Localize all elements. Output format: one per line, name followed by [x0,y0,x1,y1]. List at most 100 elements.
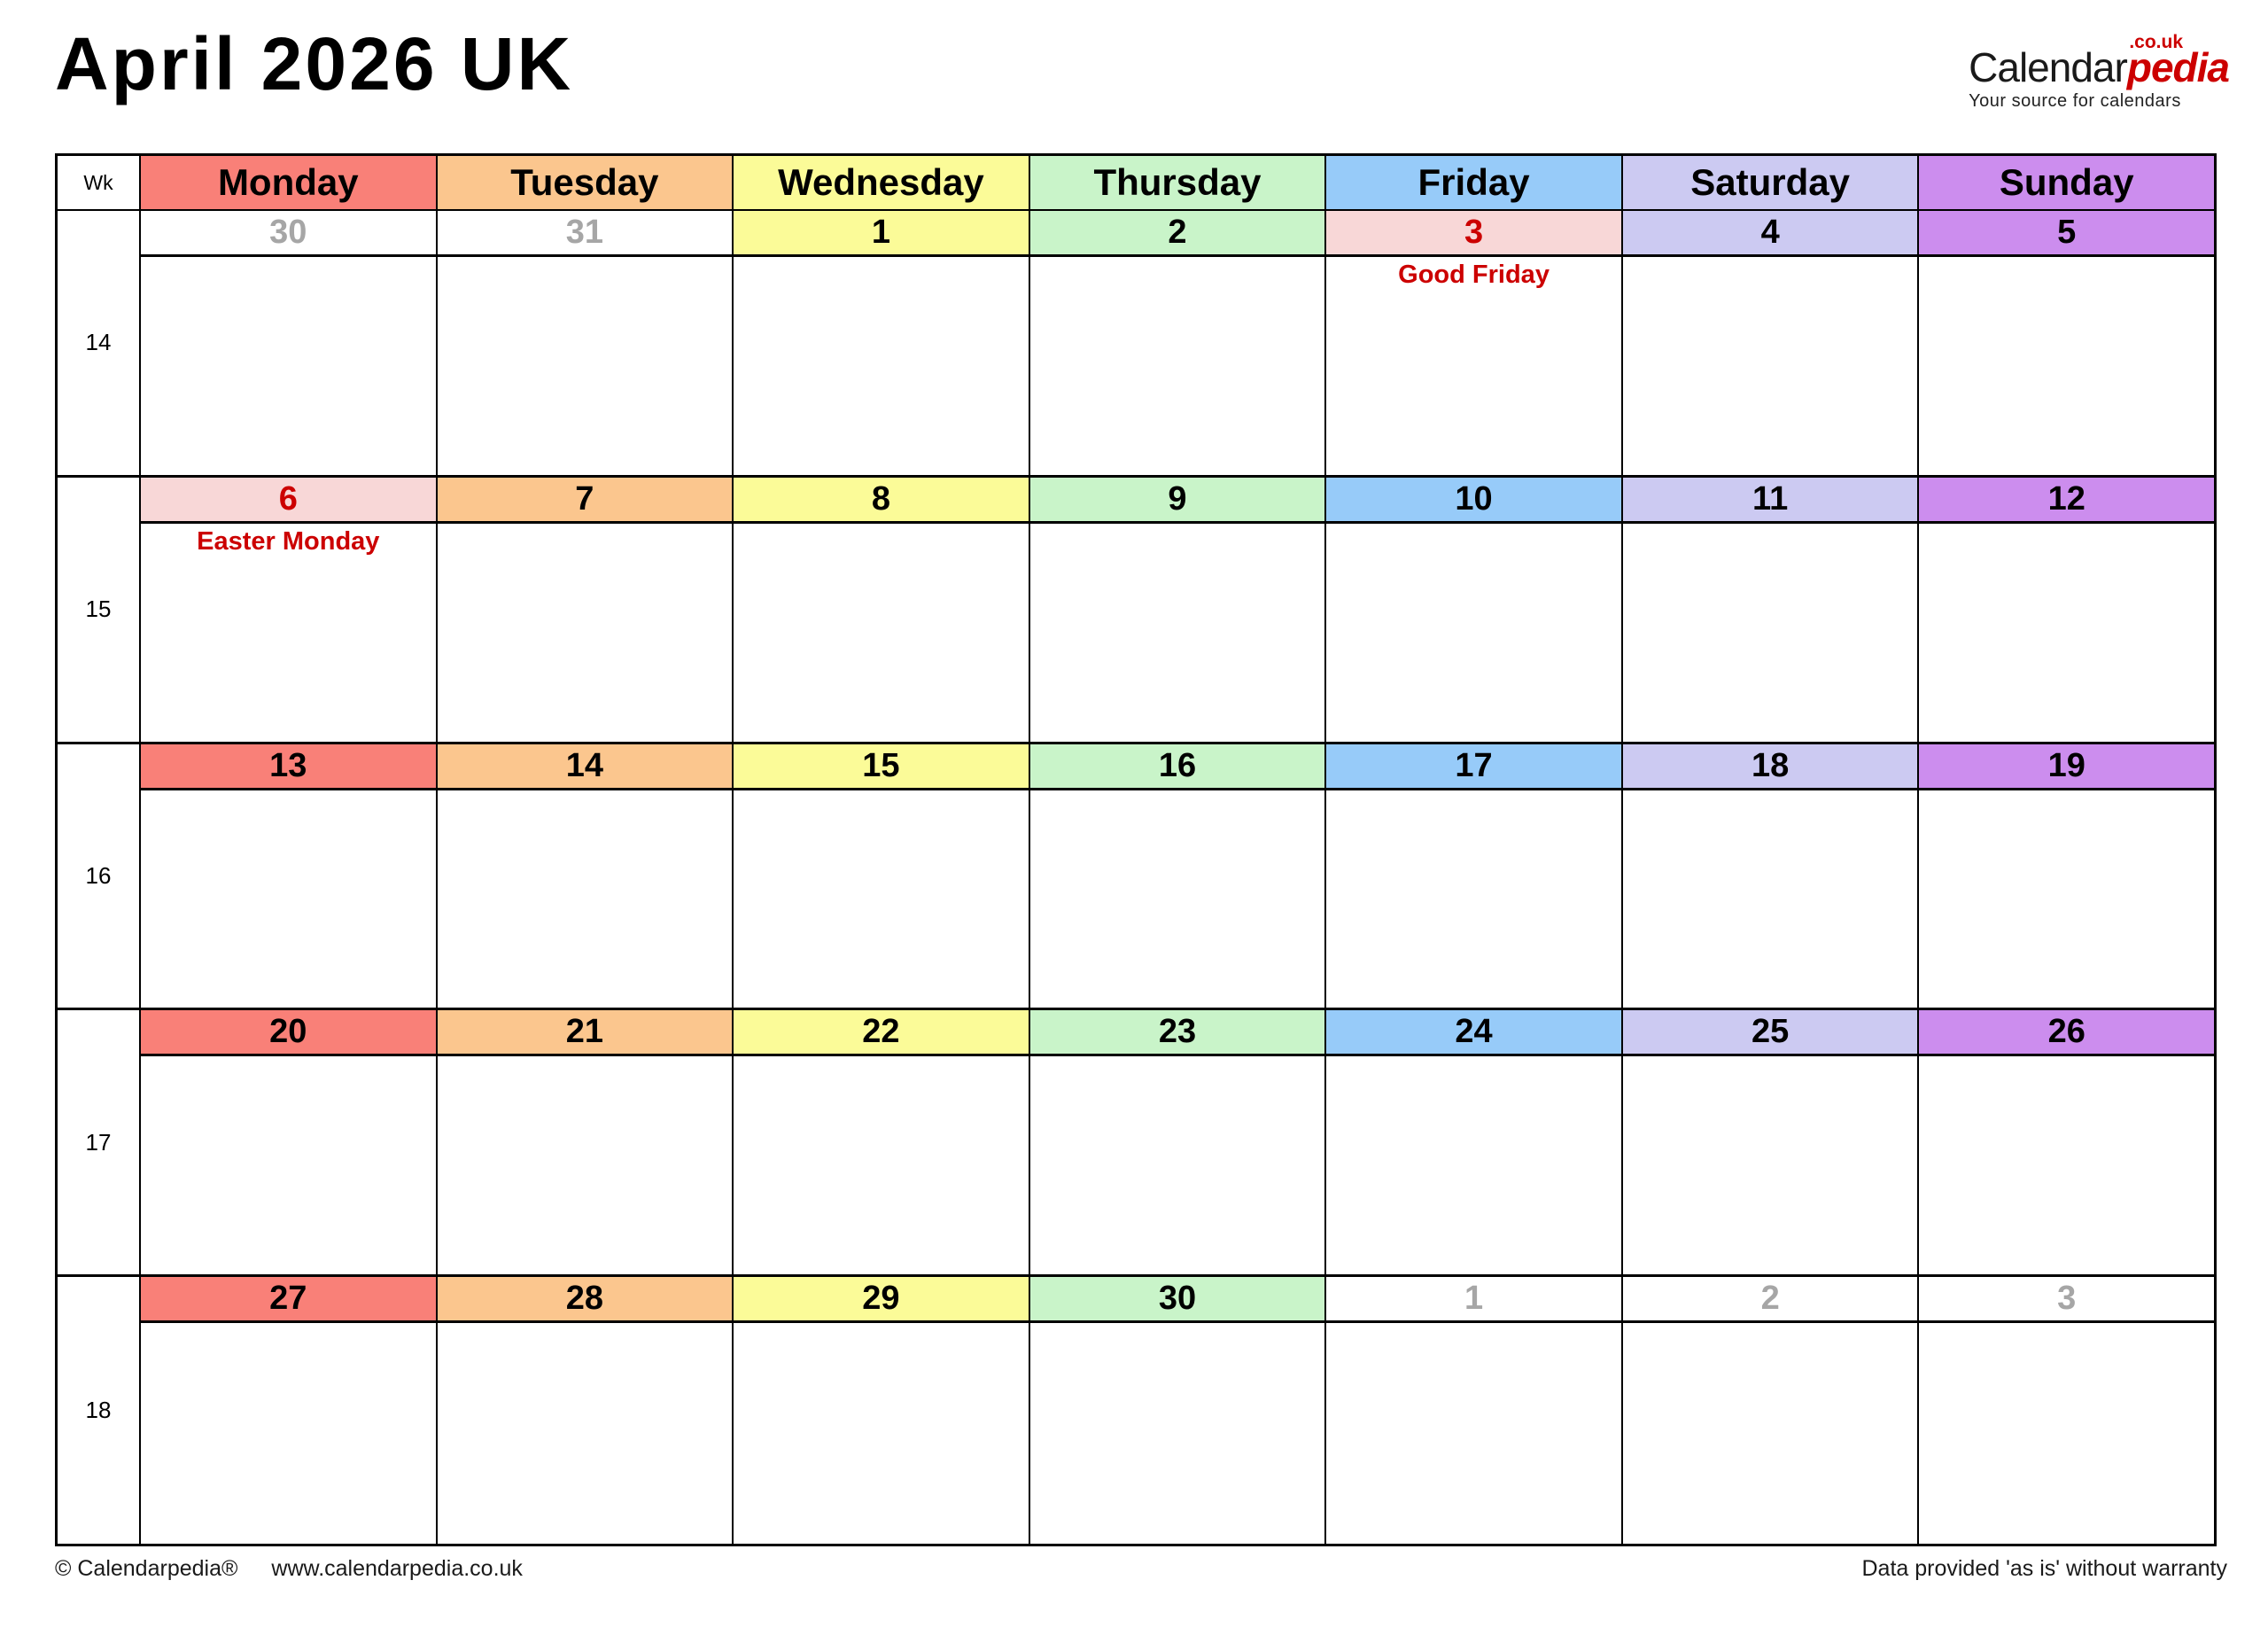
day-cell: 15 [732,743,1029,1011]
day-notes-area [734,524,1029,742]
date-number: 14 [437,743,733,790]
day-notes-area [1919,257,2214,475]
day-notes-area [734,1056,1029,1274]
day-notes-area [734,257,1029,475]
day-cell: 7 [435,477,733,744]
day-notes-area [141,1323,436,1544]
date-number: 4 [1622,211,1918,257]
day-notes-area: Good Friday [1326,257,1621,475]
day-notes-area [438,790,733,1008]
day-cell: 28 [435,1277,733,1544]
date-number: 1 [1326,1277,1621,1324]
day-cell: 14 [435,743,733,1011]
day-notes-area [141,790,436,1008]
date-number: 13 [141,743,436,790]
date-number: 22 [734,1010,1029,1057]
day-cell: 10 [1324,477,1621,744]
holiday-label: Good Friday [1398,261,1550,289]
day-cell: 11 [1620,477,1918,744]
date-number: 30 [141,211,436,257]
day-cell: 1 [732,211,1029,478]
date-number: 20 [141,1010,436,1057]
day-cell: 31 [435,211,733,478]
date-number: 24 [1326,1010,1621,1057]
day-notes-area [734,790,1029,1008]
date-number: 17 [1326,743,1621,790]
day-cell: 3 [1917,1277,2214,1544]
day-notes-area [1030,257,1325,475]
date-number: 31 [437,211,733,257]
day-notes-area [1623,1056,1918,1274]
day-header-saturday: Saturday [1620,156,1918,211]
week-number-cell: 15 [58,477,139,744]
day-cell: 22 [732,1010,1029,1278]
footer-copyright: © Calendarpedia® [55,1556,238,1581]
holiday-label: Easter Monday [197,526,380,556]
logo-tagline: Your source for calendars [1969,91,2181,112]
day-notes-area [1326,1323,1621,1544]
date-number: 9 [1029,477,1325,524]
day-notes-area [1623,524,1918,742]
week-column-header: Wk [58,156,139,211]
day-cell: 16 [1028,743,1325,1011]
day-notes-area [1030,1323,1325,1544]
day-notes-area [1030,790,1325,1008]
date-number: 21 [437,1010,733,1057]
day-cell: 26 [1917,1010,2214,1278]
day-cell: 8 [732,477,1029,744]
logo-wordmark: Calendarpedia .co.uk [1969,32,2230,90]
date-number: 15 [734,743,1029,790]
calendarpedia-logo[interactable]: Calendarpedia .co.uk Your source for cal… [1969,32,2230,112]
day-cell: 2 [1620,1277,1918,1544]
calendar-table: Wk Monday Tuesday Wednesday Thursday Friday Sa… [55,153,2217,1546]
day-notes-area [1623,790,1918,1008]
logo-text-pedia: pedia [2126,44,2230,90]
day-cell: 30 [139,211,436,478]
week-number-cell: 17 [58,1010,139,1278]
day-cell: 25 [1620,1010,1918,1278]
day-notes-area [1326,1056,1621,1274]
day-header-thursday: Thursday [1028,156,1325,211]
date-number: 2 [1029,211,1325,257]
date-number: 25 [1622,1010,1918,1057]
day-notes-area [1919,524,2214,742]
date-number: 16 [1029,743,1325,790]
footer-disclaimer: Data provided 'as is' without warranty [1861,1556,2227,1581]
day-cell: 24 [1324,1010,1621,1278]
date-number: 2 [1622,1277,1918,1324]
day-notes-area [438,257,733,475]
day-cell: 9 [1028,477,1325,744]
day-header-wednesday: Wednesday [732,156,1029,211]
day-cell: 4 [1620,211,1918,478]
date-number: 18 [1622,743,1918,790]
date-number: 19 [1919,743,2214,790]
day-cell: 6 Easter Monday [139,477,436,744]
date-number: 1 [734,211,1029,257]
footer-url-link[interactable]: www.calendarpedia.co.uk [271,1556,523,1581]
logo-couk-suffix: .co.uk [2129,32,2183,52]
day-notes-area [1623,1323,1918,1544]
day-cell: 27 [139,1277,436,1544]
logo-text-calendar: Calendar [1969,44,2128,90]
date-number: 11 [1622,477,1918,524]
day-notes-area [1623,257,1918,475]
day-notes-area [1326,790,1621,1008]
week-number-cell: 14 [58,211,139,478]
day-cell: 30 [1028,1277,1325,1544]
day-header-monday: Monday [139,156,436,211]
day-notes-area [438,524,733,742]
footer-left: © Calendarpedia® www.calendarpedia.co.uk [55,1556,523,1582]
day-notes-area [141,1056,436,1274]
day-cell: 18 [1620,743,1918,1011]
day-notes-area [734,1323,1029,1544]
date-number: 10 [1326,477,1621,524]
date-number: 7 [437,477,733,524]
day-notes-area [1919,790,2214,1008]
day-notes-area [1030,1056,1325,1274]
day-notes-area: Easter Monday [141,524,436,742]
week-number-cell: 18 [58,1277,139,1544]
date-number: 3 [1326,211,1621,257]
day-cell: 3 Good Friday [1324,211,1621,478]
day-notes-area [438,1056,733,1274]
